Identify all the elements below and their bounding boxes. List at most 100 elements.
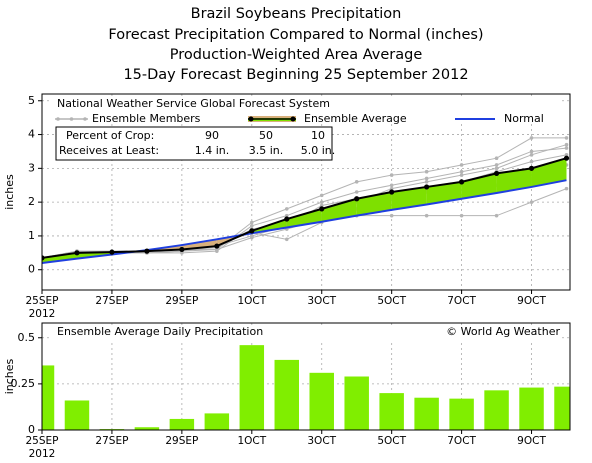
ensemble-member-point bbox=[354, 190, 359, 194]
ensemble-member-point bbox=[494, 163, 499, 167]
title-line: Brazil Soybeans Precipitation bbox=[191, 6, 402, 22]
bar bbox=[379, 393, 404, 430]
average-point bbox=[74, 250, 80, 256]
y-tick-label: 0 bbox=[28, 263, 35, 276]
difference-fill bbox=[531, 158, 567, 187]
x-tick-label: 27SEP bbox=[95, 435, 128, 447]
daily-panel: 0 0.25 0.5 25SEP 27SEP 29SEP 1OCT 3OCT 5OCT 7OCT 9… bbox=[3, 322, 571, 460]
x-tick-label: 29SEP bbox=[165, 435, 198, 447]
average-point bbox=[389, 189, 395, 195]
x-tick-label: 29SEP bbox=[165, 295, 198, 307]
average-point bbox=[249, 228, 255, 234]
title-line: Production-Weighted Area Average bbox=[170, 47, 423, 63]
ensemble-member-point bbox=[389, 183, 394, 188]
legend-background bbox=[50, 325, 562, 340]
frame bbox=[41, 322, 571, 431]
year-label: 2012 bbox=[29, 308, 56, 320]
forecast-panel: 0 1 2 3 4 5 25SEP 27SEP 29SEP 1OCT 3OCT 5OCT 7OCT 9OC… bbox=[3, 93, 571, 320]
legend-swatch-point bbox=[83, 117, 87, 121]
crop-amount: 1.4 in. bbox=[195, 144, 230, 157]
bar bbox=[42, 365, 55, 430]
ensemble-member-point bbox=[284, 237, 289, 242]
bar bbox=[519, 387, 544, 430]
ensemble-member-point bbox=[389, 213, 394, 218]
x-tick-label: 5OCT bbox=[377, 435, 406, 447]
x-tick-label: 25SEP bbox=[26, 295, 59, 307]
x-tick-label: 1OCT bbox=[237, 435, 266, 447]
y-axis-label: inches bbox=[3, 358, 16, 394]
x-tick-label: 3OCT bbox=[307, 295, 336, 307]
y-tick-label: 0.25 bbox=[11, 377, 36, 390]
y-tick-label: 5 bbox=[28, 94, 35, 107]
average-point bbox=[354, 196, 360, 202]
average-point bbox=[528, 165, 535, 171]
crop-percent: 90 bbox=[205, 129, 219, 142]
ensemble-member-point bbox=[529, 136, 534, 140]
ensemble-member-point bbox=[459, 169, 464, 174]
legend-swatch-point bbox=[290, 116, 296, 122]
legend-swatch-point bbox=[69, 117, 74, 121]
title-line: Forecast Precipitation Compared to Norma… bbox=[108, 27, 483, 43]
y-tick-label: 0.5 bbox=[18, 331, 36, 344]
bar bbox=[134, 427, 160, 430]
crop-table-box bbox=[55, 126, 333, 161]
ensemble-member-point bbox=[319, 193, 324, 198]
year-label: 2012 bbox=[29, 448, 56, 460]
ensemble-member-point bbox=[180, 251, 184, 255]
ensemble-member-point bbox=[529, 153, 534, 157]
average-point bbox=[459, 179, 465, 185]
ensemble-member-point bbox=[215, 249, 219, 253]
ensemble-member-point bbox=[389, 173, 394, 177]
series-line bbox=[42, 157, 567, 259]
ensemble-member-point bbox=[459, 163, 464, 167]
ensemble-member-point bbox=[250, 234, 254, 238]
ensemble-member-point bbox=[529, 159, 534, 164]
average-point bbox=[214, 243, 220, 249]
average-point bbox=[42, 255, 45, 261]
credit: © World Ag Weather bbox=[446, 325, 560, 338]
panel-title: Ensemble Average Daily Precipitation bbox=[57, 325, 263, 338]
bar bbox=[484, 390, 509, 430]
difference-fill bbox=[42, 252, 77, 263]
ensemble-member-point bbox=[424, 213, 429, 218]
y-tick-label: 1 bbox=[28, 229, 35, 242]
ensemble-member-point bbox=[284, 213, 289, 218]
bar bbox=[239, 345, 265, 430]
x-tick-label: 25SEP bbox=[26, 435, 59, 447]
x-tick-label: 9OCT bbox=[517, 435, 546, 447]
legend-label: Normal bbox=[504, 112, 544, 125]
plot-background bbox=[42, 323, 570, 430]
legend-label: Ensemble Members bbox=[92, 112, 201, 125]
ensemble-member-point bbox=[494, 166, 499, 171]
legend-label: Ensemble Average bbox=[304, 112, 407, 125]
ensemble-member-point bbox=[564, 142, 569, 147]
x-tick-label: 27SEP bbox=[95, 295, 128, 307]
bar bbox=[309, 372, 334, 430]
y-tick-label: 0 bbox=[28, 423, 35, 436]
bar bbox=[449, 398, 474, 430]
ensemble-member-point bbox=[424, 169, 429, 174]
ensemble-member-point bbox=[564, 153, 569, 157]
x-tick-label: 5OCT bbox=[377, 295, 406, 307]
difference-fill bbox=[461, 173, 497, 199]
x-tick-label: 9OCT bbox=[517, 295, 546, 307]
average-point bbox=[424, 184, 430, 190]
y-tick-label: 4 bbox=[28, 128, 35, 141]
crop-amount: 3.5 in. bbox=[249, 144, 284, 157]
average-point bbox=[284, 216, 290, 222]
x-tick-label: 3OCT bbox=[307, 435, 336, 447]
crop-row-label: Percent of Crop: bbox=[66, 129, 154, 142]
plot-area bbox=[42, 323, 570, 430]
ensemble-member-point bbox=[529, 200, 534, 204]
bar bbox=[554, 386, 570, 430]
bar bbox=[414, 397, 439, 430]
legend-swatch-point bbox=[248, 116, 254, 122]
bar bbox=[274, 359, 300, 430]
x-tick-label: 7OCT bbox=[447, 435, 476, 447]
difference-fill bbox=[496, 168, 532, 194]
average-point bbox=[563, 155, 570, 161]
ensemble-member-point bbox=[529, 149, 534, 154]
ensemble-member-point bbox=[284, 207, 289, 211]
ensemble-member-point bbox=[319, 203, 324, 208]
ensemble-member-point bbox=[354, 180, 359, 184]
